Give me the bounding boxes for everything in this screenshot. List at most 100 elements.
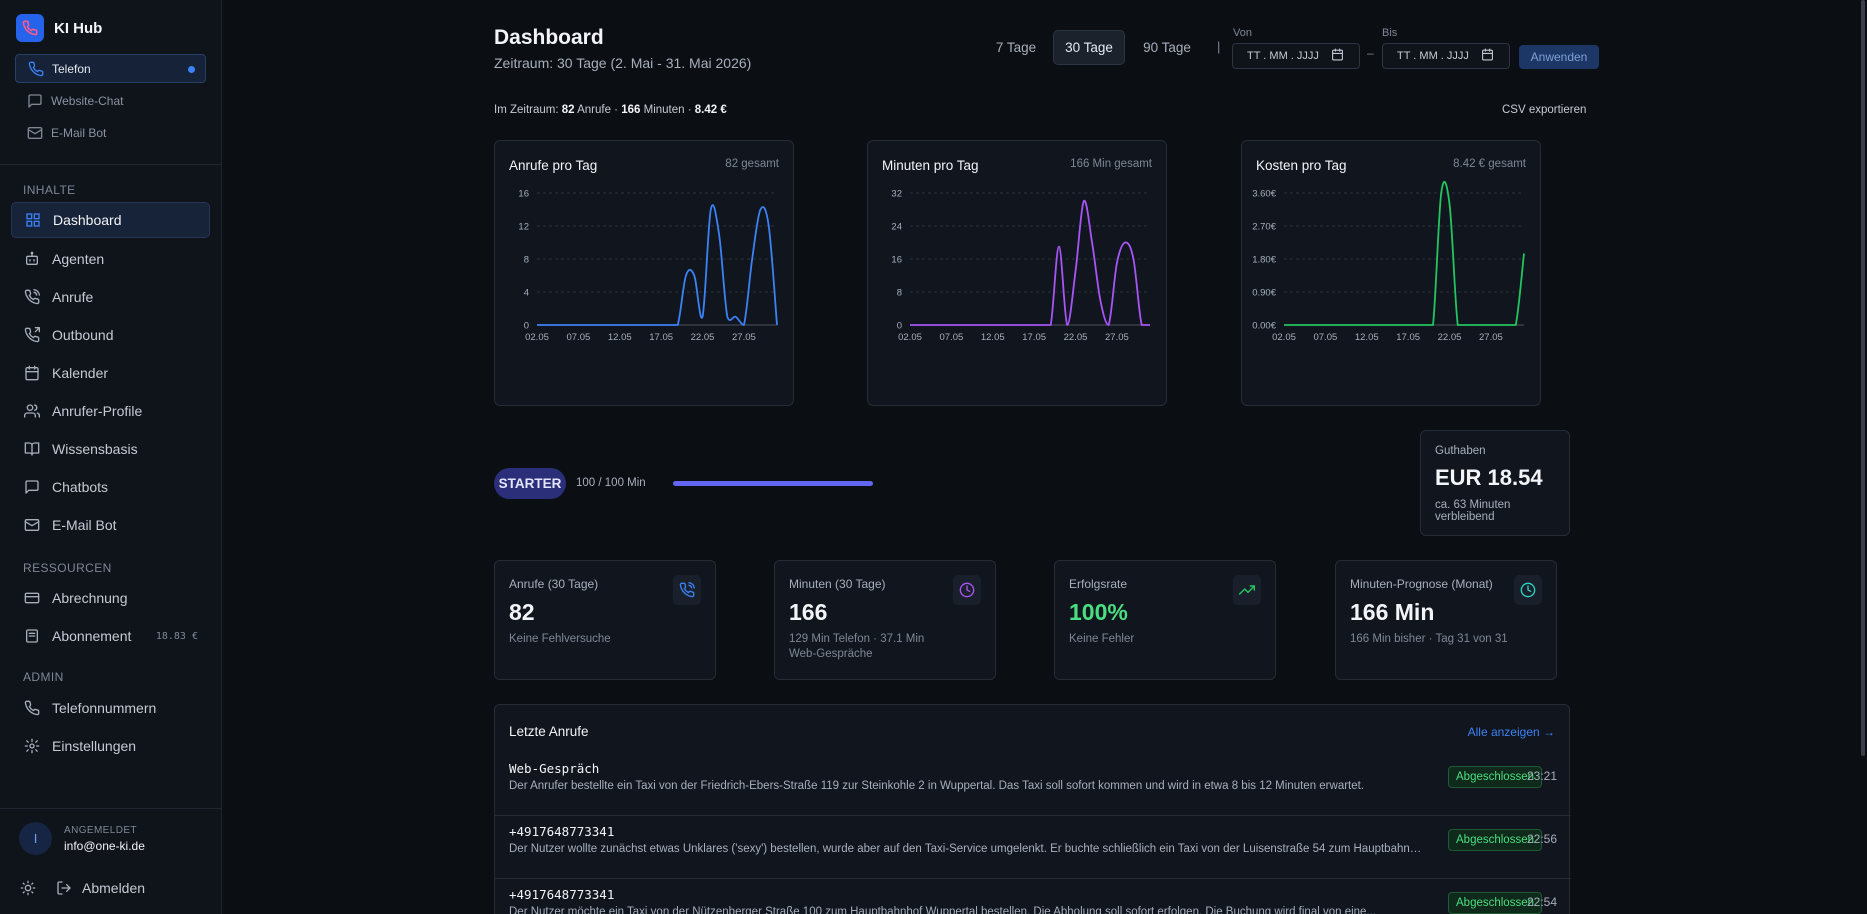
call-time: 22:56 (1526, 832, 1557, 846)
x-tick-label: 17.05 (1396, 332, 1420, 343)
stat-label: Minuten-Prognose (Monat) (1350, 577, 1493, 591)
chat-icon (24, 479, 40, 495)
scrollbar[interactable] (1861, 0, 1865, 756)
range-30-tage[interactable]: 30 Tage (1053, 30, 1125, 65)
user-status-label: ANGEMELDET (64, 824, 137, 836)
x-tick-label: 17.05 (649, 332, 673, 343)
y-tick-label: 24 (891, 222, 902, 233)
apply-button[interactable]: Anwenden (1519, 45, 1599, 69)
call-name: +4917648773341 (509, 824, 615, 839)
sidebar-item-abrechnung[interactable]: Abrechnung (11, 580, 210, 616)
x-tick-label: 02.05 (525, 332, 549, 343)
stat-note: 129 Min Telefon · 37.1 Min Web-Gespräche (789, 633, 925, 660)
sidebar-item-label: Abonnement (52, 628, 132, 644)
call-summary: Der Nutzer wollte zunächst etwas Unklare… (509, 843, 1426, 855)
y-tick-label: 3.60€ (1252, 189, 1276, 200)
range-7-tage[interactable]: 7 Tage (995, 40, 1037, 55)
chart-card-costs: Kosten pro Tag 8.42 € gesamt 0.00€ 0.90€ 1… (1241, 140, 1541, 406)
call-name: +4917648773341 (509, 887, 615, 902)
logout-label: Abmelden (82, 880, 146, 896)
y-tick-label: 0.90€ (1252, 288, 1276, 299)
sidebar-item-einstellungen[interactable]: Einstellungen (11, 728, 210, 764)
call-row[interactable]: +4917648773341 Der Nutzer möchte ein Tax… (495, 879, 1571, 914)
sun-icon[interactable] (20, 880, 36, 896)
recent-calls-card: Letzte Anrufe Alle anzeigen → Web-Gesprä… (494, 704, 1571, 914)
sidebar-item-chatbots[interactable]: Chatbots (11, 469, 210, 505)
range-90-tage[interactable]: 90 Tage (1143, 40, 1191, 55)
date-range-dash: – (1367, 46, 1374, 60)
y-tick-label: 8 (897, 288, 902, 299)
date-from-input[interactable]: TT . MM . JJJJ (1232, 43, 1360, 69)
sidebar-item-anrufer-profile[interactable]: Anrufer-Profile (11, 393, 210, 429)
sidebar-item-telefonnummern[interactable]: Telefonnummern (11, 690, 210, 726)
call-row[interactable]: Web-Gespräch Der Anrufer bestellte ein T… (495, 753, 1571, 816)
y-tick-label: 32 (891, 189, 902, 200)
sidebar-item-agenten[interactable]: Agenten (11, 241, 210, 277)
stat-note: Keine Fehlversuche (509, 633, 611, 645)
channel-email-bot[interactable]: E-Mail Bot (15, 118, 206, 147)
sidebar-footer: Abmelden (20, 880, 145, 896)
brand[interactable]: KI Hub (16, 14, 102, 42)
app-name: KI Hub (54, 19, 103, 37)
sidebar-item-label: Einstellungen (52, 738, 137, 754)
show-all-link[interactable]: Alle anzeigen → (1467, 725, 1555, 739)
credit-label: Guthaben (1435, 445, 1486, 457)
active-dot (188, 66, 195, 73)
bot-icon (24, 251, 40, 267)
book-icon (24, 441, 40, 457)
series-line (537, 204, 778, 326)
x-tick-label: 07.05 (1313, 332, 1337, 343)
sidebar-item-label: Dashboard (53, 212, 122, 228)
from-label: Von (1233, 27, 1252, 39)
chart-total: 82 gesamt (725, 158, 779, 170)
sidebar-item-dashboard[interactable]: Dashboard (11, 202, 210, 238)
sidebar-divider (0, 808, 222, 809)
logout-button[interactable]: Abmelden (56, 880, 145, 896)
x-tick-label: 02.05 (898, 332, 922, 343)
channel-label: E-Mail Bot (51, 125, 107, 140)
clock-icon (1514, 575, 1542, 605)
sidebar-item-abonnement[interactable]: Abonnement 18.83 € (11, 618, 210, 654)
call-summary: Der Nutzer möchte ein Taxi von der Nütze… (509, 906, 1377, 914)
channel-website-chat[interactable]: Website-Chat (15, 86, 206, 115)
sidebar-item-anrufe[interactable]: Anrufe (11, 279, 210, 315)
channel-telefon[interactable]: Telefon (15, 54, 206, 83)
phone-logo-icon (16, 14, 44, 42)
minutes-chart: 0 8 16 24 32 02.05 07.05 12.05 17.05 22.05 27.05 (891, 189, 1150, 343)
date-to-input[interactable]: TT . MM . JJJJ (1382, 43, 1510, 69)
status-badge: Abgeschlossen (1448, 829, 1542, 851)
channel-label: Telefon (52, 61, 91, 76)
user-profile[interactable]: I ANGEMELDET info@one-ki.de (19, 822, 145, 855)
call-row[interactable]: +4917648773341 Der Nutzer wollte zunächs… (495, 816, 1571, 879)
call-summary: Der Anrufer bestellte ein Taxi von der F… (509, 780, 1365, 792)
x-tick-label: 27.05 (1105, 332, 1129, 343)
chart-title: Minuten pro Tag (882, 158, 979, 173)
user-email: info@one-ki.de (64, 838, 145, 853)
channel-label: Website-Chat (51, 93, 124, 108)
phone-call-icon (673, 575, 701, 605)
main-content: Dashboard Zeitraum: 30 Tage (2. Mai - 31… (223, 0, 1867, 914)
stat-value: 100% (1069, 599, 1128, 625)
sidebar-item-outbound[interactable]: Outbound (11, 317, 210, 353)
phone-icon (24, 700, 40, 716)
calendar-icon (1481, 48, 1497, 64)
y-tick-label: 0 (524, 321, 529, 332)
sidebar-item-email-bot[interactable]: E-Mail Bot (11, 507, 210, 543)
date-placeholder: TT . MM . JJJJ (1397, 50, 1469, 62)
call-time: 22:54 (1526, 895, 1557, 909)
sidebar-item-wissensbasis[interactable]: Wissensbasis (11, 431, 210, 467)
summary-minutes: 166 (621, 104, 641, 116)
sidebar-item-label: Telefonnummern (52, 700, 157, 716)
sidebar-item-label: Kalender (52, 365, 109, 381)
csv-export-button[interactable]: CSV exportieren (1502, 104, 1587, 116)
section-ressourcen: RESSOURCEN (23, 561, 112, 575)
calls-chart: 0 4 8 12 16 02.05 07.05 12.05 17.05 22.05 27.05 (518, 189, 778, 343)
plan-progress-track (673, 481, 873, 486)
x-tick-label: 12.05 (608, 332, 632, 343)
chart-total: 8.42 € gesamt (1453, 158, 1526, 170)
sidebar-item-kalender[interactable]: Kalender (11, 355, 210, 391)
x-tick-label: 17.05 (1022, 332, 1046, 343)
mail-icon (24, 517, 40, 533)
stat-label: Erfolgsrate (1069, 577, 1128, 591)
